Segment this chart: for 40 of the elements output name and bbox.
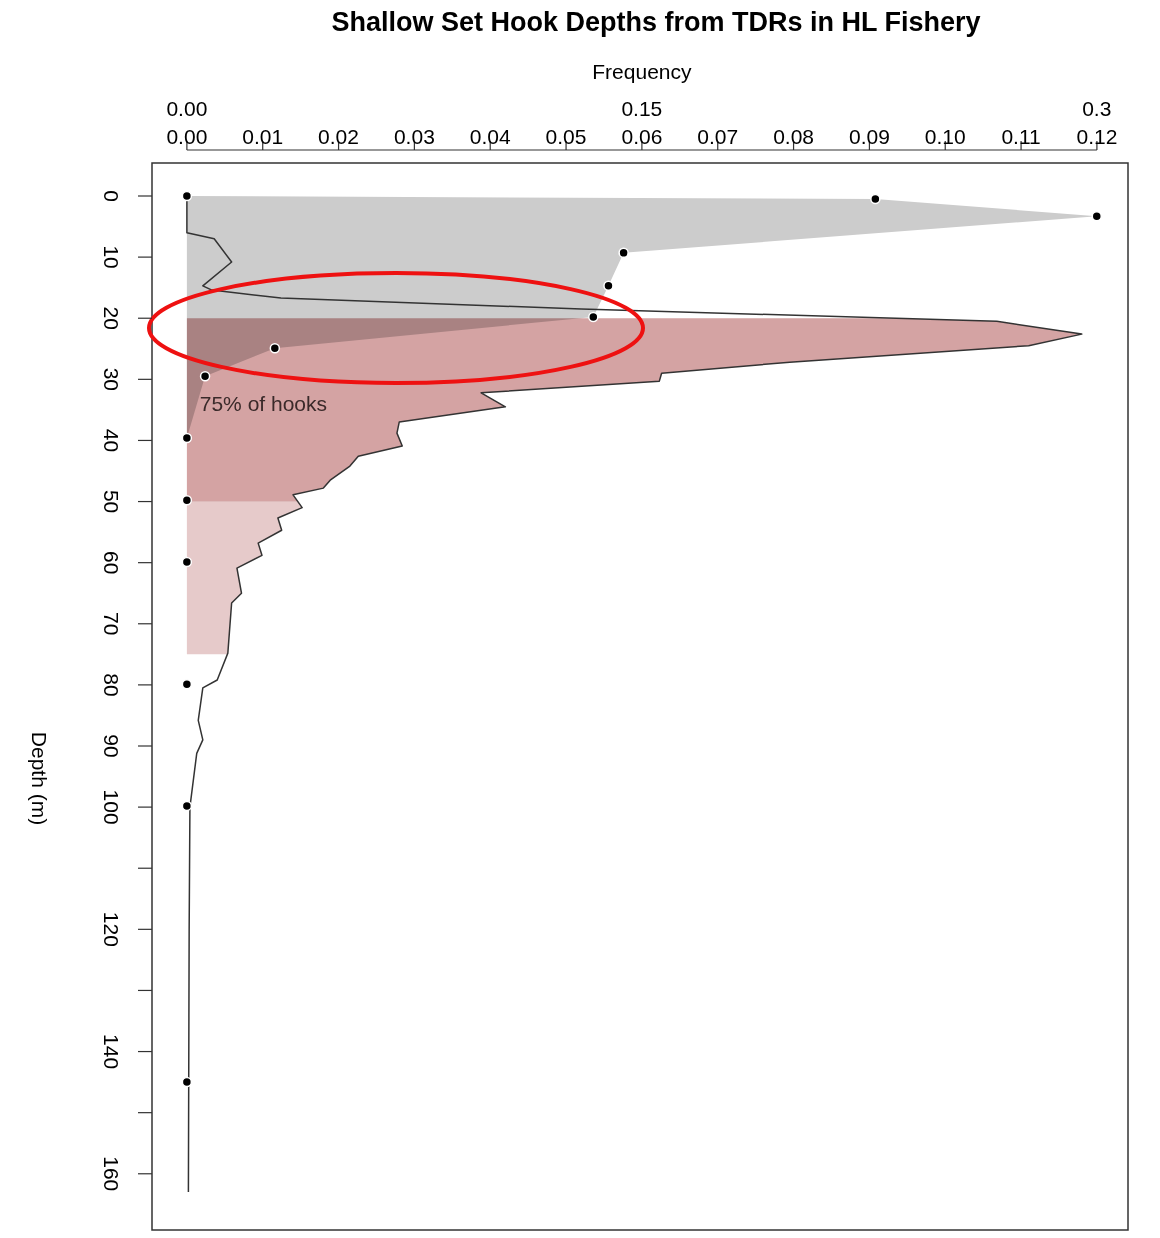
point <box>870 193 881 205</box>
y-tick-label: 50 <box>100 489 123 514</box>
y-axis-title: Depth (m) <box>28 731 51 826</box>
x-tick-label: 0.11 <box>1001 125 1041 148</box>
y-tick-label: 10 <box>100 245 123 269</box>
y-tick-label: 30 <box>100 367 123 392</box>
y-tick-label: 70 <box>100 612 123 636</box>
x-tick-label: 0.09 <box>848 125 890 148</box>
y-tick-label: 140 <box>100 1034 123 1070</box>
y-tick-label: 100 <box>100 789 123 825</box>
y-tick-label: 120 <box>100 911 123 947</box>
x2-tick-label: 0.00 <box>166 97 208 120</box>
y-tick-label: 60 <box>100 550 123 575</box>
x-tick-label: 0.06 <box>621 125 663 148</box>
x-tick-label: 0.03 <box>393 125 435 148</box>
y-tick-label: 40 <box>100 428 123 453</box>
point <box>618 247 629 259</box>
x2-tick-label: 0.15 <box>621 97 663 120</box>
y-tick-label: 0 <box>100 190 123 202</box>
x-tick-label: 0.04 <box>469 125 511 148</box>
point <box>588 311 599 323</box>
x-tick-label: 0.08 <box>773 125 814 148</box>
y-tick-label: 90 <box>100 734 123 758</box>
point <box>603 280 614 292</box>
chart-title: Shallow Set Hook Depths from TDRs in HL Fishery <box>331 7 981 37</box>
y-tick-label: 160 <box>100 1156 123 1192</box>
x-tick-label: 0.07 <box>697 125 739 148</box>
x-tick-label: 0.01 <box>242 125 284 148</box>
x-tick-label: 0.02 <box>318 125 359 148</box>
x-tick-label: 0.12 <box>1076 125 1118 148</box>
x-tick-label: 0.05 <box>545 125 587 148</box>
y-tick-label: 80 <box>100 673 123 697</box>
x-tick-label: 0.10 <box>924 125 966 148</box>
x-axis-title: Frequency <box>592 60 692 83</box>
x-tick-label: 0.00 <box>166 125 208 148</box>
point <box>199 371 211 382</box>
point <box>269 342 281 354</box>
x2-tick-label: 0.3 <box>1082 97 1112 120</box>
y-tick-label: 20 <box>100 306 123 330</box>
annotation: 75% of hooks <box>199 391 328 415</box>
